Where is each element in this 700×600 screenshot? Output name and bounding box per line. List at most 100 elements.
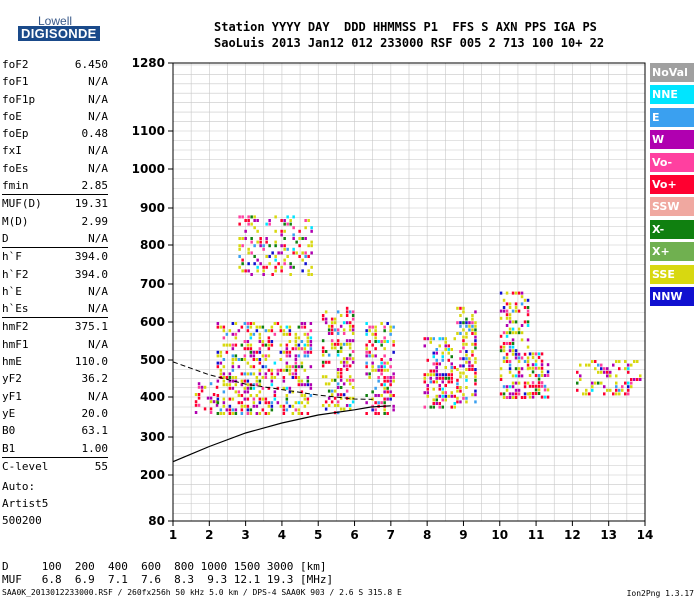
echo-point: [453, 337, 456, 341]
echo-point: [576, 381, 579, 385]
echo-point: [342, 332, 346, 335]
echo-point: [336, 368, 340, 371]
param-row: h`F2 394.0: [2, 266, 108, 283]
echo-point: [321, 339, 325, 343]
legend-item: NoVal: [650, 63, 694, 82]
echo-point: [241, 269, 244, 273]
echo-point: [282, 368, 286, 372]
echo-point: [238, 215, 241, 219]
echo-point: [514, 356, 518, 360]
param-row: foF1 N/A: [2, 73, 108, 90]
echo-point: [517, 370, 521, 374]
echo-point: [219, 361, 223, 365]
echo-point: [540, 370, 544, 374]
echo-point: [249, 372, 253, 376]
echo-point: [306, 412, 310, 415]
echo-point: [280, 251, 283, 255]
echo-point: [294, 340, 298, 343]
echo-point: [429, 373, 432, 377]
param-label: hmF2: [2, 320, 29, 334]
echo-point: [289, 219, 292, 222]
echo-point: [474, 324, 477, 328]
echo-point: [528, 374, 532, 377]
echo-point: [380, 401, 383, 405]
echo-point: [351, 332, 355, 335]
echo-point: [282, 408, 286, 412]
echo-point: [351, 350, 355, 353]
param-row: B1 1.00: [2, 440, 108, 457]
echo-point: [374, 340, 377, 343]
echo-point: [324, 382, 328, 386]
echo-point: [228, 372, 232, 376]
echo-point: [225, 343, 229, 347]
param-label: foEs: [2, 161, 29, 175]
echo-point: [465, 317, 468, 321]
echo-point: [264, 358, 268, 361]
echo-point: [231, 412, 235, 415]
echo-point: [258, 340, 262, 343]
echo-point: [264, 401, 268, 405]
echo-point: [267, 329, 271, 333]
echo-point: [456, 368, 459, 371]
echo-point: [306, 350, 310, 354]
echo-point: [514, 309, 518, 313]
echo-point: [435, 348, 438, 351]
echo-point: [261, 343, 265, 347]
echo-point: [537, 352, 541, 356]
echo-point: [273, 397, 277, 401]
echo-point: [348, 342, 352, 346]
echo-point: [447, 358, 450, 362]
echo-point: [297, 354, 301, 358]
echo-point: [392, 379, 395, 383]
echo-point: [444, 373, 447, 377]
param-value: 36.2: [81, 372, 109, 386]
echo-point: [450, 394, 453, 398]
echo-point: [285, 365, 289, 369]
echo-point: [392, 372, 395, 376]
echo-point: [342, 328, 346, 332]
echo-point: [383, 368, 386, 372]
echo-point: [194, 393, 198, 396]
echo-point: [342, 364, 346, 368]
echo-point: [336, 339, 340, 343]
echo-point: [514, 306, 518, 309]
echo-point: [429, 337, 432, 341]
x-tick-label: 5: [314, 528, 322, 542]
echo-point: [327, 396, 331, 400]
echo-point: [348, 321, 352, 325]
echo-point: [304, 251, 307, 255]
echo-point: [514, 381, 518, 385]
echo-point: [246, 361, 250, 365]
echo-point: [330, 324, 334, 328]
echo-point: [508, 349, 512, 353]
echo-point: [273, 332, 277, 336]
echo-point: [508, 367, 512, 371]
echo-point: [508, 316, 512, 320]
echo-point: [351, 314, 355, 317]
legend-item: W: [650, 130, 694, 150]
echo-point: [499, 378, 503, 381]
echo-point: [276, 372, 280, 376]
echo-point: [324, 317, 328, 321]
echo-point: [423, 391, 426, 395]
echo-point: [327, 324, 331, 328]
echo-point: [540, 366, 544, 370]
echo-point: [216, 394, 220, 397]
echo-point: [383, 401, 386, 405]
echo-point: [267, 340, 271, 343]
echo-point: [520, 331, 524, 335]
echo-point: [255, 325, 259, 329]
y-tick-label: 700: [140, 277, 165, 291]
echo-point: [603, 367, 606, 371]
echo-point: [297, 401, 301, 405]
echo-point: [627, 367, 630, 371]
echo-point: [298, 237, 301, 240]
echo-point: [365, 365, 368, 369]
echo-point: [255, 329, 259, 333]
echo-point: [303, 325, 307, 329]
echo-point: [348, 378, 352, 382]
legend-item: X+: [650, 242, 694, 262]
echo-point: [365, 350, 368, 354]
echo-point: [273, 361, 277, 365]
echo-point: [209, 411, 213, 414]
